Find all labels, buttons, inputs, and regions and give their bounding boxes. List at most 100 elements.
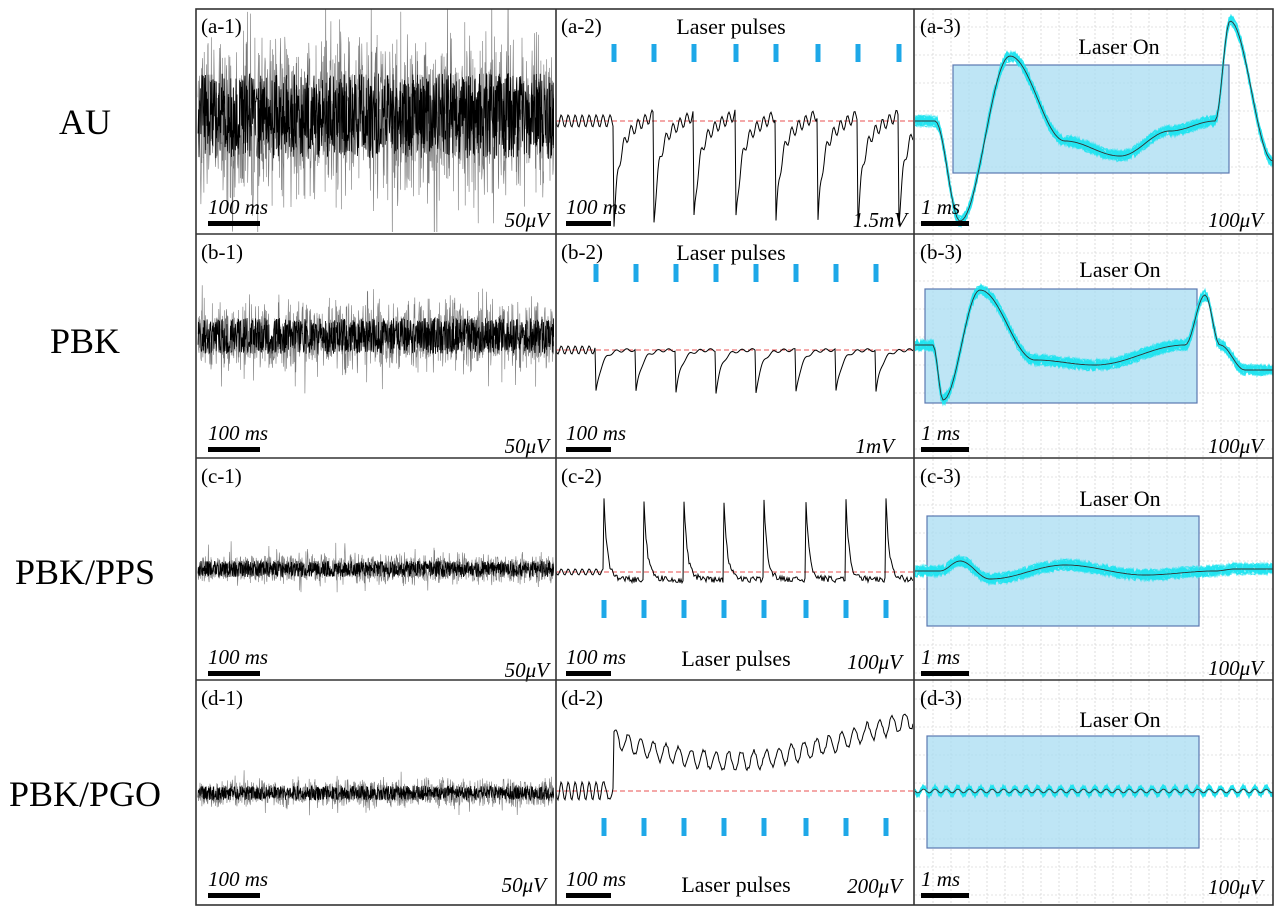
evoked-trace xyxy=(556,498,913,585)
time-scale-label: 1 ms xyxy=(921,421,960,445)
scope-average-trace xyxy=(915,788,1273,794)
scope-average-trace xyxy=(915,560,1273,580)
scope-sweep xyxy=(915,557,1273,586)
time-scale-bar xyxy=(921,447,969,452)
laser-pulses-label: Laser pulses xyxy=(676,240,785,265)
laser-on-label: Laser On xyxy=(1079,707,1160,732)
time-scale-bar xyxy=(921,671,969,676)
amplitude-scale-label: 50μV xyxy=(505,434,552,458)
laser-pulse-mark xyxy=(803,600,809,618)
evoked-trace xyxy=(556,345,913,394)
amplitude-scale-label: 100μV xyxy=(847,650,904,674)
row-label-au: AU xyxy=(59,102,111,142)
time-scale-bar xyxy=(566,671,611,676)
time-scale-bar xyxy=(208,671,260,676)
panel-label: (a-3) xyxy=(920,14,961,38)
time-scale-bar xyxy=(566,447,611,452)
scope-sweep xyxy=(915,284,1273,403)
amplitude-scale-label: 100μV xyxy=(1208,875,1265,899)
eeg-trace-a1 xyxy=(197,9,554,232)
laser-pulses-label: Laser pulses xyxy=(681,872,790,897)
eeg-trace-d1 xyxy=(197,770,554,816)
scope-display-d3 xyxy=(915,681,1273,904)
scope-sweep xyxy=(915,556,1273,586)
panel-row0-col2: (a-2) Laser pulses 100 ms 1.5mV xyxy=(556,14,913,232)
laser-pulse-mark xyxy=(855,44,861,62)
laser-on-box xyxy=(952,64,1230,174)
noise-trace-black xyxy=(197,784,554,802)
eeg-trace-b1 xyxy=(197,285,554,394)
time-scale-label: 1 ms xyxy=(921,195,960,219)
time-scale-label: 100 ms xyxy=(208,867,268,891)
time-scale-bar xyxy=(566,221,611,226)
panel-label: (c-3) xyxy=(920,464,961,488)
time-scale-label: 1 ms xyxy=(921,645,960,669)
panel-row1-col2: (b-2) Laser pulses 100 ms 1mV xyxy=(556,240,913,458)
panel-label: (d-1) xyxy=(201,686,243,710)
amplitude-scale-label: 50μV xyxy=(505,208,552,232)
panel-row1-col3: (b-3) Laser On 1 ms 100μV xyxy=(915,235,1273,458)
laser-pulse-mark xyxy=(593,264,599,282)
scope-sweep xyxy=(915,783,1273,799)
time-scale-bar xyxy=(208,893,260,898)
noise-trace-black xyxy=(197,317,554,355)
row-label-pbk: PBK xyxy=(50,321,120,361)
amplitude-scale-label: 100μV xyxy=(1208,434,1265,458)
noise-trace-black xyxy=(197,560,554,579)
laser-pulse-mark xyxy=(815,44,821,62)
row-label-pbk-pps: PBK/PPS xyxy=(15,552,155,592)
laser-pulse-mark xyxy=(633,264,639,282)
time-scale-label: 100 ms xyxy=(566,195,626,219)
amplitude-scale-label: 100μV xyxy=(1208,656,1265,680)
noise-trace-black xyxy=(197,73,554,159)
laser-pulse-mark xyxy=(611,44,617,62)
panel-label: (c-1) xyxy=(201,464,242,488)
panel-label: (a-1) xyxy=(201,14,242,38)
laser-pulse-mark xyxy=(721,818,727,836)
amplitude-scale-label: 50μV xyxy=(505,658,552,682)
evoked-trace-b2 xyxy=(556,264,913,394)
laser-pulse-mark xyxy=(721,600,727,618)
time-scale-label: 100 ms xyxy=(208,195,268,219)
laser-pulse-mark xyxy=(601,600,607,618)
panel-label: (b-3) xyxy=(920,240,962,264)
scope-average-trace xyxy=(915,20,1273,222)
amplitude-scale-label: 50μV xyxy=(502,873,549,897)
laser-pulse-mark xyxy=(793,264,799,282)
scope-average-trace xyxy=(915,289,1273,401)
laser-pulse-mark xyxy=(883,600,889,618)
evoked-trace xyxy=(556,109,913,228)
panel-label: (b-2) xyxy=(561,240,603,264)
laser-pulse-mark xyxy=(896,44,902,62)
laser-pulse-mark xyxy=(733,44,739,62)
evoked-trace-c2 xyxy=(556,498,913,618)
scope-sweep xyxy=(915,20,1273,226)
row-label-pbk-pgo: PBK/PGO xyxy=(9,774,161,814)
scope-display-c3 xyxy=(915,459,1273,682)
panel-label: (b-1) xyxy=(201,240,243,264)
laser-pulse-mark xyxy=(843,818,849,836)
time-scale-label: 100 ms xyxy=(566,645,626,669)
laser-on-label: Laser On xyxy=(1079,257,1160,282)
laser-pulse-mark xyxy=(873,264,879,282)
panel-grid-lines xyxy=(195,8,1274,906)
amplitude-scale-label: 100μV xyxy=(1208,208,1265,232)
time-scale-bar xyxy=(921,221,969,226)
panel-row3-col2: (d-2) Laser pulses 100 ms 200μV xyxy=(556,686,913,898)
panel-row2-col2: (c-2) Laser pulses 100 ms 100μV xyxy=(556,464,913,676)
amplitude-scale-label: 1.5mV xyxy=(853,208,909,232)
panel-row0-col1: (a-1) 100 ms 50μV xyxy=(197,9,554,232)
panel-row3-col1: (d-1) 100 ms 50μV xyxy=(197,686,554,898)
panel-row0-col3: (a-3) Laser On 1 ms 100μV xyxy=(915,9,1273,232)
laser-pulse-mark xyxy=(651,44,657,62)
laser-pulse-mark xyxy=(843,600,849,618)
laser-on-box xyxy=(926,515,1200,627)
laser-pulse-mark xyxy=(883,818,889,836)
amplitude-scale-label: 1mV xyxy=(856,434,897,458)
time-scale-label: 100 ms xyxy=(566,421,626,445)
time-scale-bar xyxy=(208,447,260,452)
evoked-trace-a2 xyxy=(556,44,913,228)
laser-pulse-mark xyxy=(673,264,679,282)
panel-label: (d-3) xyxy=(920,686,962,710)
